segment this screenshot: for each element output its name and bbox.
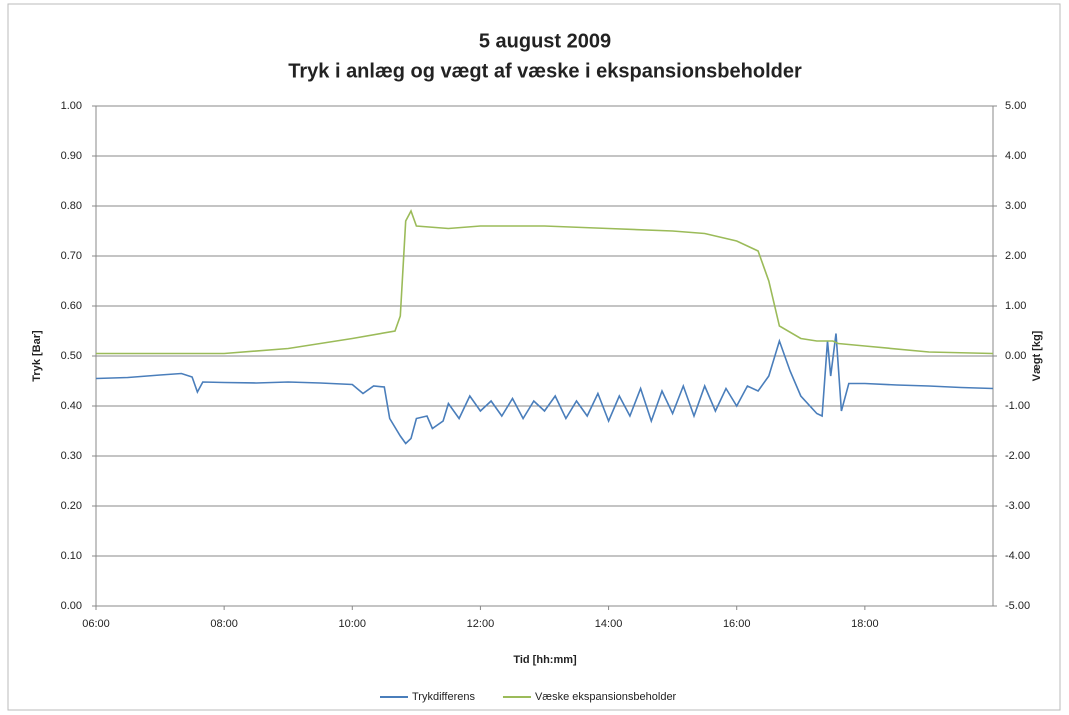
y2-tick-label: -2.00 [1005, 450, 1030, 462]
y-tick-label: 0.90 [61, 150, 82, 162]
y-tick-label: 0.30 [61, 450, 82, 462]
y2-tick-label: -5.00 [1005, 600, 1030, 612]
y2-tick-label: 1.00 [1005, 300, 1026, 312]
x-tick-label: 08:00 [210, 618, 238, 630]
y2-axis-label: Vægt [kg] [1031, 330, 1043, 381]
y2-tick-label: 4.00 [1005, 150, 1026, 162]
x-tick-label: 14:00 [595, 618, 623, 630]
y2-tick-label: 5.00 [1005, 100, 1026, 112]
y-tick-label: 0.80 [61, 200, 82, 212]
x-tick-label: 16:00 [723, 618, 751, 630]
y-tick-label: 0.70 [61, 250, 82, 262]
chart-subtitle: Tryk i anlæg og vægt af væske i ekspansi… [288, 60, 802, 82]
y2-tick-label: 0.00 [1005, 350, 1026, 362]
legend-label: Væske ekspansionsbeholder [535, 691, 677, 703]
series-line [96, 209, 994, 355]
y-tick-label: 0.60 [61, 300, 82, 312]
y2-tick-label: -3.00 [1005, 500, 1030, 512]
x-tick-label: 18:00 [851, 618, 879, 630]
y2-tick-label: -1.00 [1005, 400, 1030, 412]
legend-label: Trykdifferens [412, 691, 475, 703]
x-tick-label: 10:00 [339, 618, 367, 630]
x-tick-label: 06:00 [82, 618, 110, 630]
y-tick-label: 0.40 [61, 400, 82, 412]
y2-tick-label: 2.00 [1005, 250, 1026, 262]
series-line [95, 333, 994, 445]
y-tick-label: 0.10 [61, 550, 82, 562]
chart-frame [7, 3, 1061, 711]
y-tick-label: 0.00 [61, 600, 82, 612]
x-tick-label: 12:00 [467, 618, 495, 630]
y-axis-label: Tryk [Bar] [31, 330, 43, 382]
x-axis-label: Tid [hh:mm] [513, 654, 577, 666]
y2-tick-label: -4.00 [1005, 550, 1030, 562]
y-tick-label: 0.20 [61, 500, 82, 512]
y-tick-label: 1.00 [61, 100, 82, 112]
y2-tick-label: 3.00 [1005, 200, 1026, 212]
chart-title: 5 august 2009 [479, 30, 611, 52]
y-tick-label: 0.50 [61, 350, 82, 362]
